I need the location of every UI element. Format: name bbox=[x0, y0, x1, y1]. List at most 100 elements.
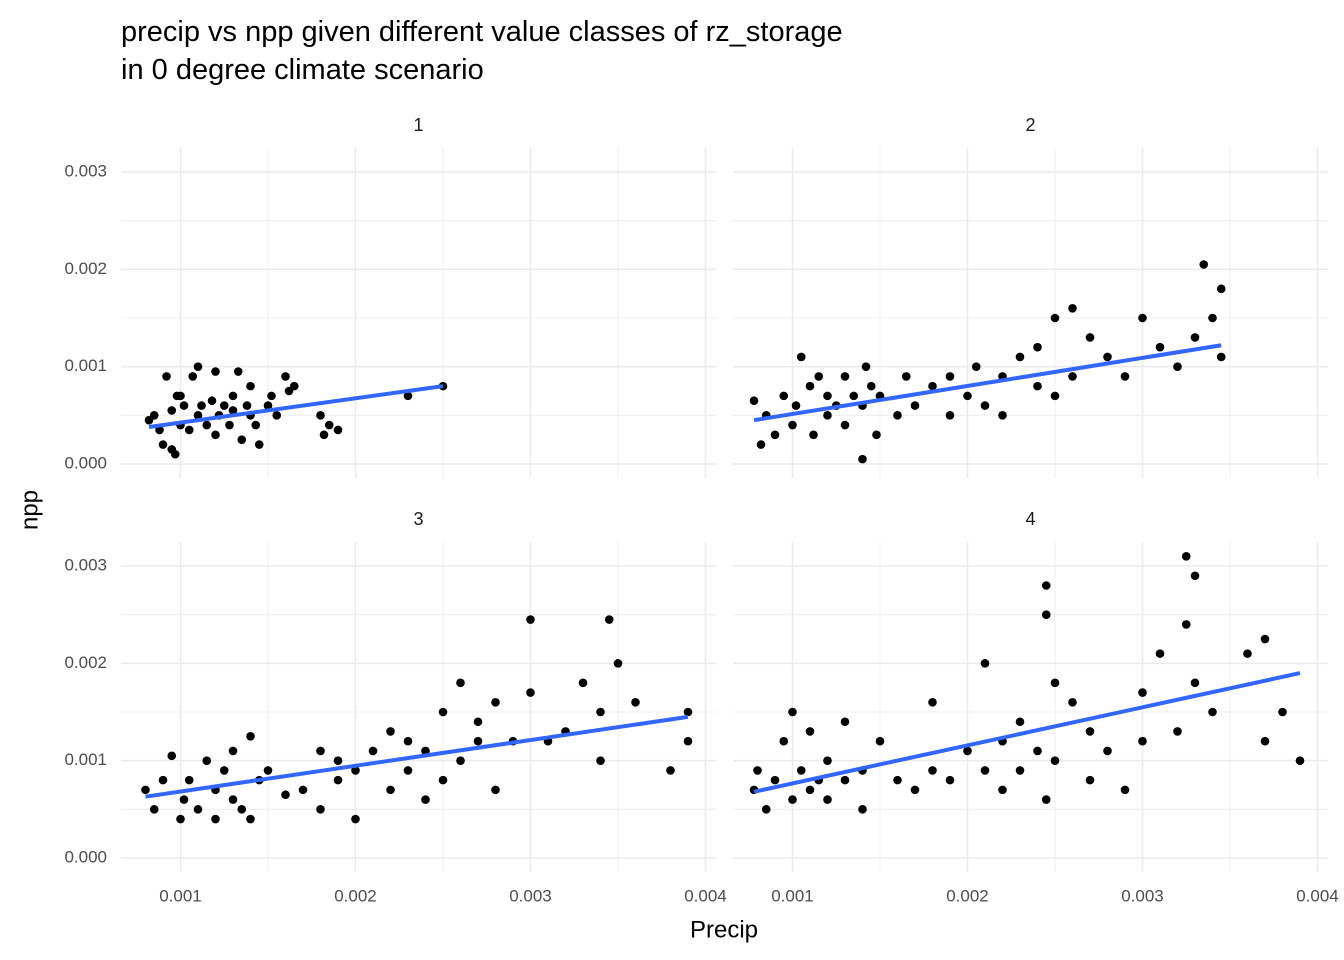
point bbox=[1190, 333, 1200, 342]
point bbox=[491, 697, 500, 707]
point bbox=[1015, 717, 1025, 727]
facet-label: 1 bbox=[413, 115, 423, 135]
point bbox=[788, 795, 797, 804]
point bbox=[333, 425, 343, 435]
point bbox=[893, 411, 902, 420]
x-tick-label: 0.003 bbox=[509, 886, 552, 905]
point bbox=[749, 396, 759, 406]
point bbox=[596, 756, 605, 765]
point bbox=[1103, 746, 1112, 756]
point bbox=[910, 401, 920, 410]
point bbox=[403, 391, 413, 401]
point bbox=[1295, 756, 1305, 765]
y-tick-label: 0.000 bbox=[64, 453, 107, 472]
point bbox=[324, 420, 334, 430]
point bbox=[1103, 352, 1112, 362]
point bbox=[193, 362, 203, 371]
point bbox=[1278, 707, 1287, 717]
point bbox=[604, 615, 614, 624]
point bbox=[263, 401, 273, 410]
point bbox=[473, 736, 483, 746]
point bbox=[197, 401, 206, 410]
point bbox=[246, 381, 255, 391]
point bbox=[456, 756, 465, 765]
point bbox=[683, 707, 693, 717]
x-tick-label: 0.001 bbox=[159, 886, 202, 905]
point bbox=[473, 717, 483, 727]
point bbox=[202, 756, 212, 765]
point bbox=[770, 430, 780, 440]
point bbox=[788, 707, 797, 717]
point bbox=[179, 401, 189, 410]
y-tick-label: 0.000 bbox=[64, 847, 107, 866]
point bbox=[1033, 746, 1042, 756]
point bbox=[188, 372, 198, 381]
x-tick-label: 0.001 bbox=[771, 886, 814, 905]
point bbox=[805, 727, 815, 736]
point bbox=[875, 736, 885, 746]
point bbox=[172, 391, 182, 401]
point bbox=[901, 372, 911, 381]
point bbox=[1015, 352, 1025, 362]
point bbox=[1085, 727, 1095, 736]
point bbox=[167, 751, 177, 761]
point bbox=[796, 766, 806, 775]
point bbox=[289, 381, 299, 391]
point bbox=[176, 814, 185, 824]
point bbox=[788, 420, 797, 430]
point bbox=[666, 766, 675, 775]
point bbox=[779, 736, 789, 746]
point bbox=[578, 678, 588, 688]
point bbox=[228, 746, 238, 756]
point bbox=[386, 727, 395, 736]
point bbox=[814, 372, 824, 381]
point bbox=[1216, 352, 1226, 362]
point bbox=[823, 756, 832, 765]
x-axis-title: Precip bbox=[690, 916, 758, 943]
x-tick-label: 0.004 bbox=[684, 886, 727, 905]
x-tick-label: 0.004 bbox=[1296, 886, 1339, 905]
point bbox=[242, 401, 252, 410]
point bbox=[1050, 678, 1060, 688]
point bbox=[438, 707, 448, 717]
trend-line bbox=[753, 671, 1301, 794]
point bbox=[526, 688, 535, 697]
point bbox=[251, 420, 261, 430]
point bbox=[872, 430, 881, 440]
point bbox=[263, 766, 273, 775]
chart-subtitle: in 0 degree climate scenario bbox=[121, 54, 484, 86]
point bbox=[998, 785, 1007, 795]
point bbox=[368, 746, 378, 756]
point bbox=[1138, 736, 1147, 746]
y-tick-label: 0.002 bbox=[64, 653, 107, 672]
point bbox=[1208, 313, 1217, 323]
point bbox=[1120, 785, 1130, 795]
point bbox=[1068, 372, 1077, 381]
point bbox=[1050, 756, 1060, 765]
point bbox=[683, 736, 693, 746]
point bbox=[849, 391, 859, 401]
point bbox=[456, 678, 465, 688]
point bbox=[613, 659, 623, 668]
point bbox=[421, 795, 430, 804]
point bbox=[840, 420, 850, 430]
point bbox=[228, 391, 238, 401]
point bbox=[823, 795, 832, 804]
point bbox=[1216, 284, 1226, 294]
point bbox=[823, 391, 832, 401]
x-tick-label: 0.002 bbox=[334, 886, 377, 905]
point bbox=[526, 615, 535, 624]
point bbox=[1181, 552, 1191, 561]
y-tick-label: 0.001 bbox=[64, 750, 107, 769]
y-tick-label: 0.003 bbox=[64, 162, 107, 181]
point bbox=[228, 795, 238, 804]
y-tick-label: 0.001 bbox=[64, 356, 107, 375]
point bbox=[272, 411, 282, 420]
point bbox=[219, 401, 229, 410]
point bbox=[149, 805, 159, 814]
point bbox=[237, 435, 247, 444]
point bbox=[1041, 581, 1051, 590]
point bbox=[491, 785, 500, 795]
point bbox=[211, 367, 220, 376]
point bbox=[211, 814, 220, 824]
